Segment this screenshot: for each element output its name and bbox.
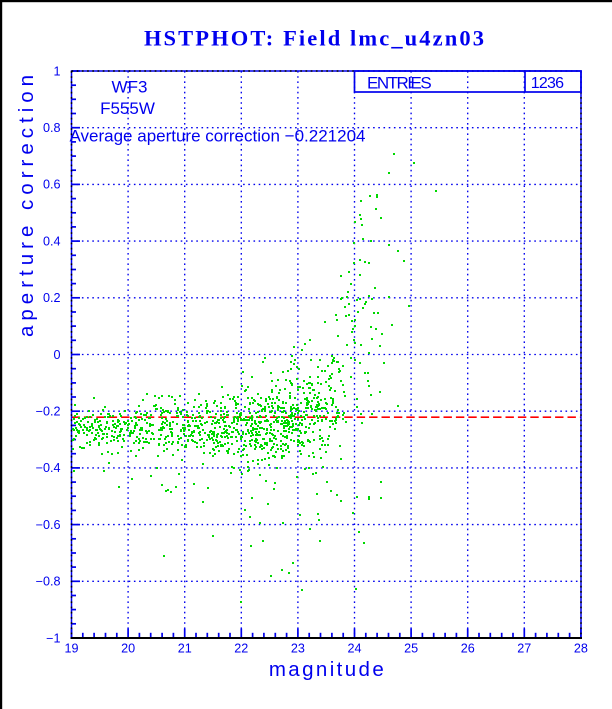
svg-text:WF3: WF3: [112, 78, 148, 97]
svg-text:−1: −1: [46, 631, 60, 645]
svg-text:−0.2: −0.2: [36, 405, 61, 419]
svg-text:Average aperture correction −0: Average aperture correction −0.221204: [70, 126, 366, 145]
svg-text:−0.6: −0.6: [36, 518, 61, 532]
svg-text:1: 1: [53, 64, 60, 78]
svg-text:−0.4: −0.4: [36, 461, 61, 475]
svg-text:28: 28: [574, 642, 588, 656]
svg-text:−0.8: −0.8: [36, 575, 61, 589]
svg-text:0.4: 0.4: [43, 234, 61, 248]
svg-text:23: 23: [291, 642, 305, 656]
svg-text:27: 27: [517, 642, 531, 656]
svg-text:0.6: 0.6: [43, 178, 61, 192]
svg-text:magnitude: magnitude: [269, 658, 386, 681]
svg-text:ENTRIES: ENTRIES: [367, 74, 431, 93]
svg-text:25: 25: [404, 642, 418, 656]
svg-text:21: 21: [178, 642, 192, 656]
svg-text:0.8: 0.8: [43, 121, 61, 135]
svg-text:0.2: 0.2: [43, 291, 61, 305]
svg-text:HSTPHOT: Field lmc_u4zn03: HSTPHOT: Field lmc_u4zn03: [144, 26, 486, 51]
svg-text:1236: 1236: [531, 75, 564, 92]
svg-text:0: 0: [53, 348, 60, 362]
svg-text:20: 20: [121, 642, 135, 656]
svg-text:F555W: F555W: [100, 99, 155, 118]
svg-text:26: 26: [461, 642, 475, 656]
svg-text:24: 24: [347, 642, 361, 656]
svg-text:19: 19: [64, 642, 78, 656]
svg-text:aperture correction: aperture correction: [15, 70, 38, 337]
svg-text:22: 22: [234, 642, 248, 656]
